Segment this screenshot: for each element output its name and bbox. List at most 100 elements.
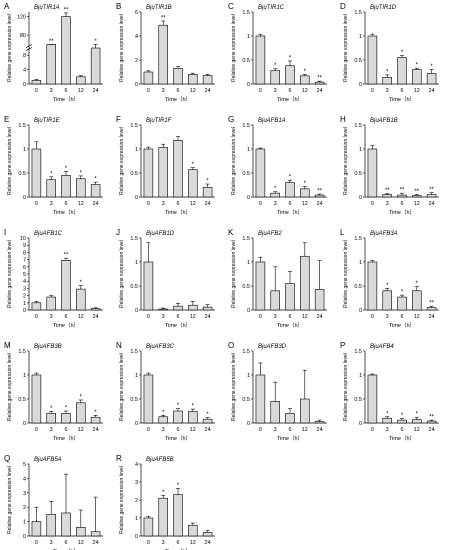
gene-name: BjuAFB3B	[34, 344, 62, 350]
y-tick-label: 1	[359, 373, 362, 379]
bar	[367, 148, 378, 198]
bar	[426, 307, 437, 311]
x-axis-label: Time（h）	[53, 209, 79, 216]
y-tick-label: 1.5	[354, 349, 362, 355]
x-tick-label: 0	[147, 540, 150, 546]
bar	[412, 69, 422, 85]
panel-letter: C	[228, 2, 234, 11]
y-axis-label: Relative gene expression level	[119, 14, 125, 82]
gene-name: BjuAFB5A	[34, 457, 62, 463]
y-tick-label: 1	[247, 260, 250, 266]
x-tick-label: 24	[429, 314, 435, 320]
bar	[412, 290, 422, 311]
y-tick-label: 0.5	[242, 397, 250, 403]
y-tick-label: 1.5	[18, 349, 26, 355]
significance-marker: *	[65, 166, 68, 172]
y-axis-label: Relative gene expression level	[231, 353, 237, 421]
gene-name: BjuTIR1A	[34, 5, 60, 11]
y-tick-label: 1.5	[354, 236, 362, 242]
x-axis-label: Time（h）	[389, 322, 415, 329]
x-tick-label: 24	[429, 88, 435, 94]
x-axis-label: Time（h）	[277, 96, 303, 103]
y-axis-label: Relative gene expression level	[119, 466, 125, 534]
significance-marker: *	[304, 69, 307, 75]
y-tick-label: 1.5	[242, 349, 250, 355]
bar	[173, 140, 183, 198]
bar	[90, 416, 101, 424]
y-tick-label: 1.5	[242, 123, 250, 129]
bar	[255, 374, 266, 424]
significance-marker: **	[64, 7, 69, 13]
bar	[426, 194, 437, 198]
x-tick-label: 3	[50, 201, 53, 207]
panel-letter: Q	[4, 454, 10, 463]
significance-marker: *	[80, 394, 83, 400]
y-tick-label: 0	[359, 421, 362, 427]
x-tick-label: 0	[259, 201, 262, 207]
bar	[90, 308, 101, 311]
bar	[143, 148, 154, 198]
bar	[397, 296, 407, 311]
x-tick-label: 3	[162, 201, 165, 207]
x-tick-label: 6	[176, 427, 179, 433]
y-axis-label: Relative gene expression level	[7, 127, 13, 195]
y-tick-label: 0	[135, 82, 138, 88]
bar	[61, 175, 71, 198]
y-tick-label: 1	[135, 373, 138, 379]
x-tick-label: 0	[35, 88, 38, 94]
bar	[300, 188, 310, 198]
significance-marker: *	[206, 412, 209, 418]
x-axis-label: Time（h）	[389, 96, 415, 103]
bar	[397, 57, 407, 85]
y-tick-label: 6	[23, 265, 26, 271]
panel-letter: B	[116, 2, 121, 11]
x-tick-label: 24	[93, 427, 99, 433]
x-tick-label: 6	[64, 201, 67, 207]
significance-marker: *	[177, 403, 180, 409]
bar	[367, 261, 378, 311]
x-tick-label: 24	[93, 540, 99, 546]
bar	[426, 73, 437, 85]
bar	[46, 514, 56, 537]
x-tick-label: 3	[274, 427, 277, 433]
x-tick-label: 0	[371, 314, 374, 320]
gene-name: BjuAFB1A	[258, 118, 286, 124]
x-tick-label: 0	[35, 201, 38, 207]
bar	[270, 401, 280, 424]
y-tick-label: 3	[23, 286, 26, 292]
y-tick-label: 3	[135, 480, 138, 486]
y-tick-label: 4	[135, 462, 138, 468]
significance-marker: *	[80, 170, 83, 176]
gene-name: BjuAFB1B	[370, 118, 398, 124]
y-axis-label: Relative gene expression level	[343, 14, 349, 82]
panel-letter: R	[116, 454, 122, 463]
significance-marker: **	[317, 76, 322, 82]
x-tick-label: 6	[64, 88, 67, 94]
bar	[314, 289, 325, 311]
y-tick-label: 0.5	[18, 171, 26, 177]
significance-marker: **	[400, 188, 405, 194]
y-tick-label: 6	[135, 10, 138, 16]
x-tick-label: 6	[288, 314, 291, 320]
bar	[188, 411, 198, 424]
significance-marker: **	[161, 16, 166, 22]
y-axis-label: Relative gene expression level	[231, 240, 237, 308]
gene-name: BjuAFB3C	[146, 344, 175, 350]
bar	[397, 419, 407, 424]
x-tick-label: 12	[302, 201, 308, 207]
significance-marker: **	[429, 301, 434, 307]
x-tick-label: 0	[35, 427, 38, 433]
bar	[285, 413, 295, 424]
bar	[255, 261, 266, 311]
bar	[173, 68, 183, 85]
bar	[270, 290, 280, 311]
y-tick-label: 0	[23, 534, 26, 540]
y-tick-label: 0	[135, 195, 138, 201]
bar	[173, 305, 183, 311]
y-tick-label: 0	[359, 82, 362, 88]
y-tick-label: 1	[359, 34, 362, 40]
significance-marker: **	[429, 415, 434, 421]
bar	[61, 512, 71, 537]
x-tick-label: 24	[317, 201, 323, 207]
x-tick-label: 12	[414, 201, 420, 207]
